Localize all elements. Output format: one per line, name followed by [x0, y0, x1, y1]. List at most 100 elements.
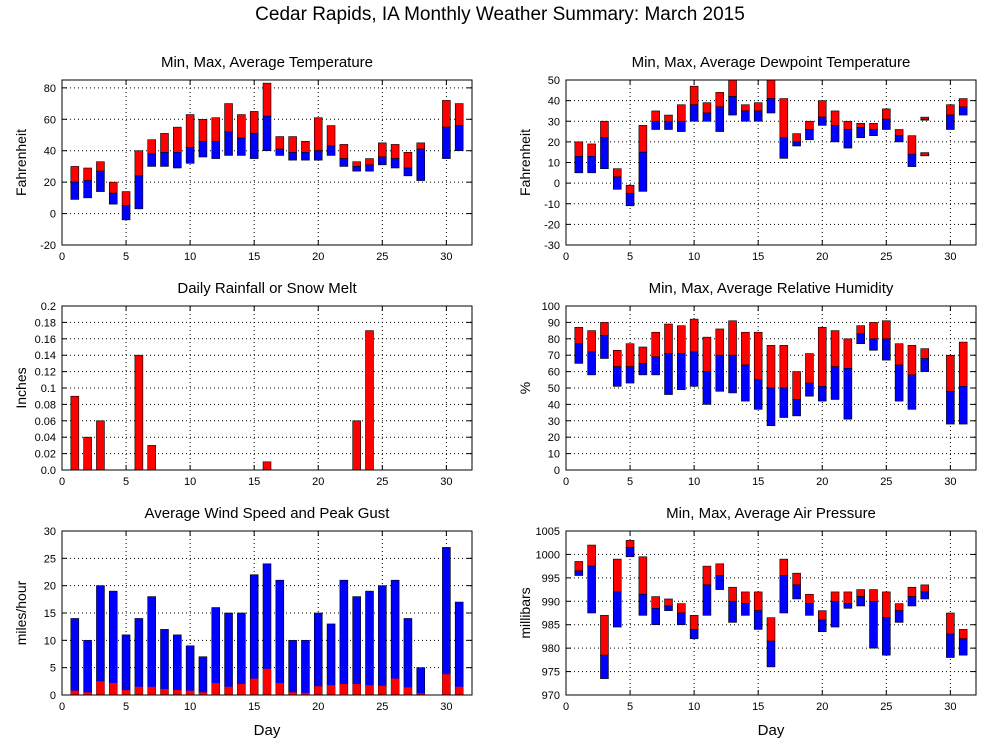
temperature-ylabel: Fahrenheit: [13, 129, 29, 196]
temperature-bar-min: [365, 164, 374, 172]
pressure-bar-max: [869, 589, 878, 602]
wind-ytick-label: 20: [44, 581, 56, 593]
wind-xtick-label: 10: [184, 701, 196, 713]
dewpoint-bar-max: [894, 129, 904, 136]
humidity-bar-min: [587, 351, 596, 376]
humidity-bar-max: [817, 327, 827, 387]
humidity-bar-max: [843, 338, 853, 369]
humidity-bar-min: [766, 387, 776, 427]
temperature-bar-max: [211, 117, 221, 142]
pressure-bar-min: [843, 603, 853, 609]
humidity-bar-max: [792, 371, 801, 400]
dewpoint-ytick-label: 30: [548, 116, 560, 128]
pressure-bar-min: [946, 633, 955, 658]
humidity-xtick-label: 10: [688, 476, 700, 488]
temperature-bar-min: [442, 126, 451, 159]
humidity-bar-max: [625, 343, 635, 367]
dewpoint-marker: [920, 152, 930, 157]
wind-ytick-label: 25: [44, 553, 56, 565]
wind-title: Average Wind Speed and Peak Gust: [145, 505, 391, 522]
temperature-bar-max: [288, 136, 297, 153]
pressure-bar-min: [766, 640, 776, 668]
wind-bar-gust: [275, 579, 285, 696]
humidity-bar-max: [779, 345, 789, 389]
humidity-bar-max: [574, 327, 584, 345]
wind-ytick-label: 5: [50, 663, 56, 675]
rainfall-ylabel: Inches: [13, 367, 29, 408]
wind-bar-gust: [147, 596, 156, 696]
temperature-bar-min: [160, 151, 169, 167]
pressure-bar-min: [612, 591, 622, 628]
dewpoint-bar-min: [792, 141, 801, 147]
wind-bar-gust: [70, 618, 80, 696]
temperature-bar-min: [390, 158, 400, 169]
wind-bar-avg: [211, 682, 220, 695]
temperature-bar-max: [198, 118, 208, 142]
wind-ytick-label: 15: [44, 608, 56, 620]
dewpoint-bar-max: [817, 100, 827, 118]
temperature-bar-max: [313, 117, 323, 152]
pressure-bar-max: [587, 544, 596, 567]
humidity-bar-max: [907, 345, 917, 376]
pressure-bar-max: [702, 565, 712, 586]
dewpoint-xtick-label: 20: [816, 251, 828, 263]
wind-ylabel: miles/hour: [13, 580, 29, 645]
rainfall-ytick-label: 0.02: [35, 449, 56, 461]
pressure-bar-min: [958, 638, 968, 656]
rainfall-xtick-label: 10: [184, 476, 196, 488]
pressure-bar-min: [741, 603, 750, 616]
dewpoint-bar-min: [689, 104, 699, 122]
pressure-bar-min: [702, 584, 712, 616]
wind-bar-avg: [352, 684, 361, 695]
rainfall-ytick-label: 0.08: [35, 399, 56, 411]
humidity-bar-min: [843, 368, 853, 420]
dewpoint-bar-max: [625, 184, 635, 194]
dewpoint-xtick-label: 0: [563, 251, 569, 263]
rainfall-bar: [365, 330, 374, 471]
wind-bar-avg: [378, 685, 387, 695]
humidity-bar-max: [728, 320, 737, 356]
pressure-bar-max: [817, 610, 827, 621]
pressure-bar-min: [817, 619, 827, 633]
pressure-bar-max: [728, 586, 737, 602]
temperature-xtick-label: 30: [440, 251, 452, 263]
dewpoint-ytick-label: 40: [548, 96, 560, 108]
humidity-bar-max: [869, 322, 878, 340]
dewpoint-bar-min: [920, 118, 930, 121]
rainfall-ytick-label: 0.0: [41, 465, 56, 477]
dewpoint-bar-max: [792, 133, 801, 143]
rainfall-bar: [83, 436, 92, 471]
temperature-bar-min: [288, 151, 297, 161]
temperature-bar-max: [147, 139, 156, 155]
temperature-bar-min: [416, 148, 426, 181]
dewpoint-bar-max: [958, 98, 968, 108]
rainfall-xtick-label: 20: [312, 476, 324, 488]
humidity-bar-min: [856, 333, 865, 345]
dewpoint-bar-min: [625, 193, 635, 207]
temperature-bar-min: [224, 131, 233, 156]
rainfall-title: Daily Rainfall or Snow Melt: [177, 280, 357, 297]
dewpoint-bar-max: [830, 110, 840, 126]
humidity-bar-min: [779, 387, 789, 418]
wind-bar-avg: [275, 682, 284, 695]
wind-ytick-label: 0: [50, 690, 56, 702]
humidity-bar-min: [651, 356, 660, 376]
pressure-ytick-label: 970: [542, 690, 560, 702]
dewpoint-bar-max: [702, 102, 712, 114]
wind-bar-avg: [122, 690, 131, 695]
humidity-bar-min: [958, 386, 968, 425]
wind-bar-gust: [224, 612, 233, 696]
wind-bar-gust: [454, 601, 464, 696]
pressure-bar-min: [715, 575, 725, 590]
pressure-bar-max: [805, 593, 814, 604]
wind-ytick-label: 10: [44, 635, 56, 647]
pressure-bar-min: [792, 584, 801, 600]
wind-xtick-label: 20: [312, 701, 324, 713]
dewpoint-bar-min: [817, 116, 827, 126]
rainfall-frame: [61, 305, 473, 471]
dewpoint-bar-min: [946, 114, 955, 130]
temperature-bar-min: [211, 140, 221, 159]
wind-bar-avg: [263, 668, 271, 695]
wind-bar-gust: [160, 629, 169, 696]
